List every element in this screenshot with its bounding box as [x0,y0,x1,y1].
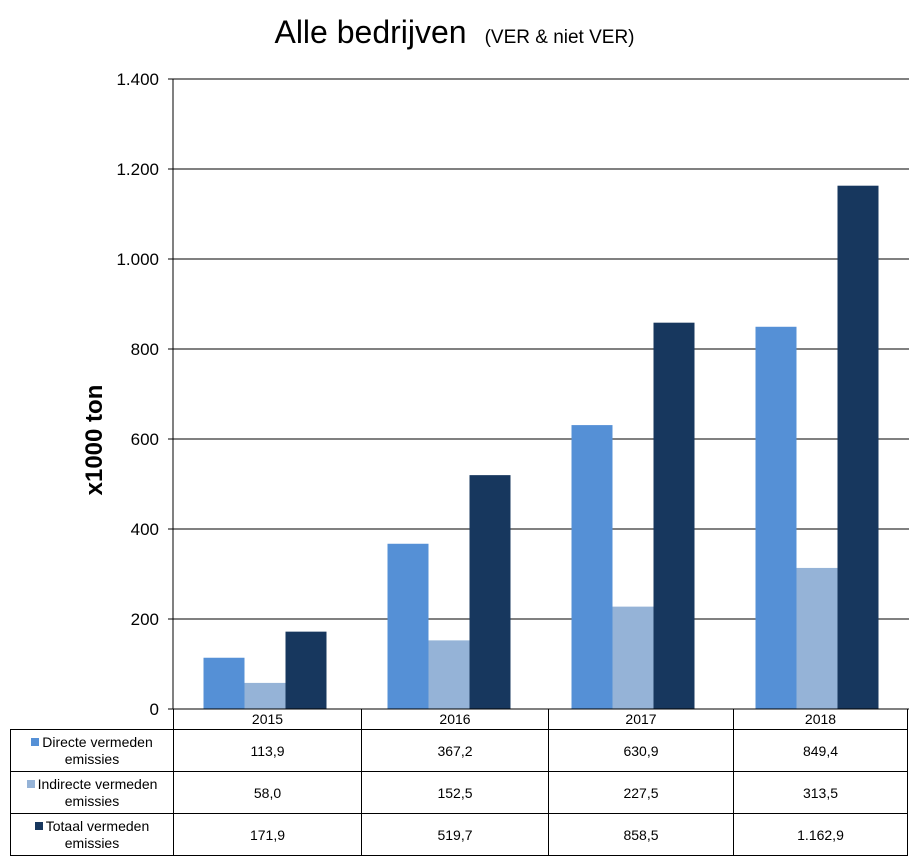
y-tick-label: 600 [131,430,159,449]
data-table-corner [10,709,174,730]
data-table-row: Totaal vermeden emissies 171,9 519,7 858… [10,813,908,856]
y-tick-label: 1.400 [116,70,159,89]
chart-subtitle: (VER & niet VER) [484,27,635,48]
bar [285,631,327,709]
x-tick-label: 2017 [548,709,734,730]
bar [387,543,429,709]
legend-key-totaal [34,821,43,830]
bar [796,567,838,709]
data-label: 171,9 [173,813,362,856]
data-label: 227,5 [548,771,734,814]
y-tick-label: 1.000 [116,250,159,269]
data-table: 2015 2016 2017 2018 Directe vermeden emi… [10,709,908,856]
legend-entry: Totaal vermeden emissies [10,813,174,856]
y-tick-label: 1.200 [116,160,159,179]
data-label: 858,5 [548,813,734,856]
x-tick-label: 2015 [173,709,362,730]
data-table-row: Directe vermeden emissies 113,9 367,2 63… [10,729,908,772]
bar [469,475,511,709]
y-tick-label: 400 [131,520,159,539]
y-tick-label: 800 [131,340,159,359]
data-table-row: Indirecte vermeden emissies 58,0 152,5 2… [10,771,908,814]
legend-key-indirecte [26,779,35,788]
bar [203,657,245,709]
data-label: 113,9 [173,729,362,772]
x-tick-label: 2018 [733,709,908,730]
data-label: 367,2 [361,729,549,772]
legend-label: Totaal vermeden emissies [45,817,150,851]
x-tick-label: 2016 [361,709,549,730]
bar [244,682,286,709]
legend-entry: Indirecte vermeden emissies [10,771,174,814]
data-label: 313,5 [733,771,908,814]
legend-label: Directe vermeden emissies [42,733,153,767]
bar [428,640,470,709]
data-label: 1.162,9 [733,813,908,856]
bar [837,185,879,709]
data-label: 152,5 [361,771,549,814]
data-label: 630,9 [548,729,734,772]
data-label: 519,7 [361,813,549,856]
chart-title: Alle bedrijven (VER & niet VER) [0,14,909,51]
bar [612,606,654,709]
bar [571,425,613,709]
y-axis-label: x1000 ton [81,384,108,496]
legend-key-directe [31,737,40,746]
chart-title-main: Alle bedrijven [274,14,467,50]
y-tick-label: 200 [131,610,159,629]
legend-entry: Directe vermeden emissies [10,729,174,772]
legend-label: Indirecte vermeden emissies [37,775,158,809]
data-label: 849,4 [733,729,908,772]
bar [755,326,797,709]
data-label: 58,0 [173,771,362,814]
data-table-header-row: 2015 2016 2017 2018 [10,709,908,730]
bar [653,322,695,709]
